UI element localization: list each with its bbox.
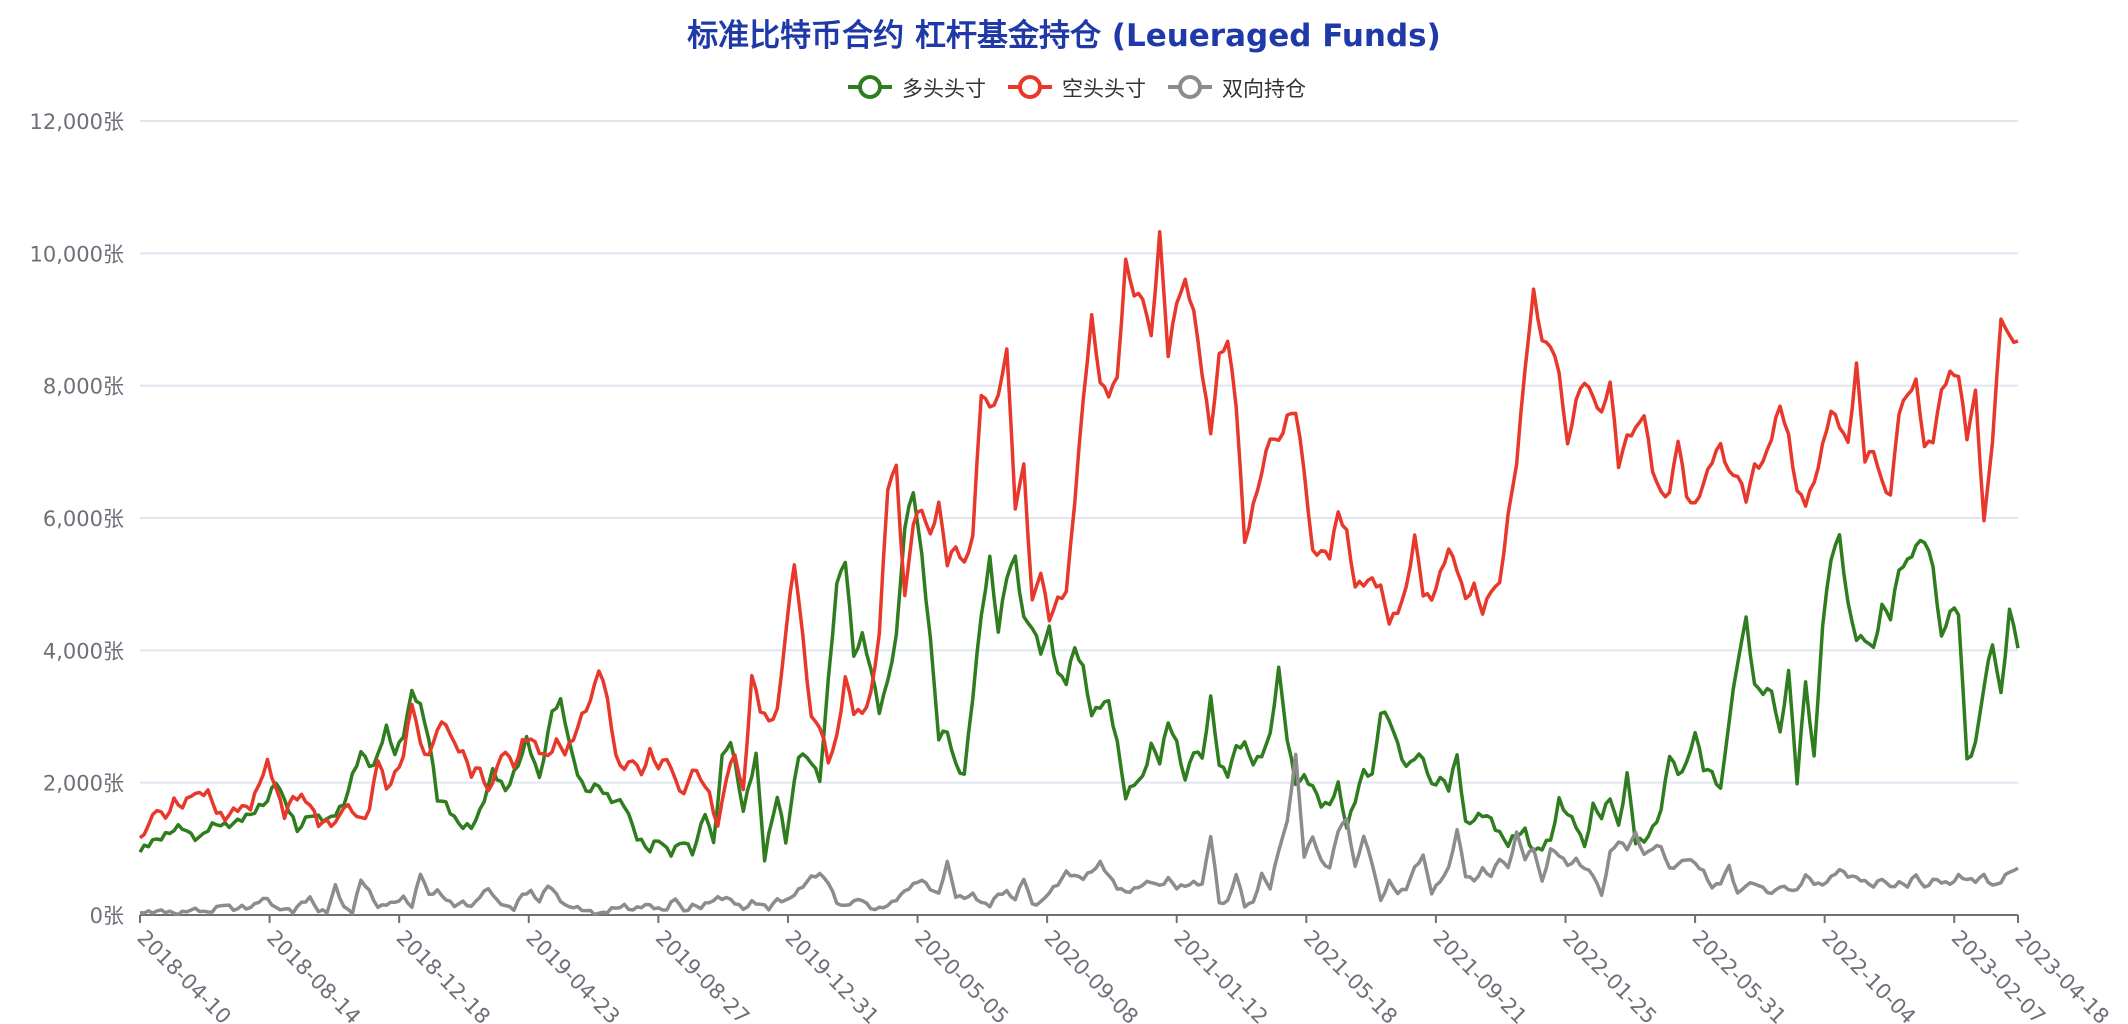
x-tick-label: 2018-12-18 (392, 926, 495, 1024)
x-tick-label: 2018-04-10 (132, 926, 235, 1024)
y-tick-label: 4,000张 (43, 639, 124, 663)
x-tick-label: 2020-05-05 (910, 926, 1013, 1024)
series-layer (138, 230, 2020, 917)
x-axis: 2018-04-10 2018-08-14 2018-12-18 2019-04-23… (132, 914, 2114, 1024)
x-tick-label: 2021-01-12 (1169, 926, 1272, 1024)
legend-item-long[interactable]: 多头头寸 (848, 75, 986, 101)
x-tick-label: 2019-08-27 (651, 926, 754, 1024)
x-tick-label: 2022-01-25 (1558, 926, 1661, 1024)
legend-label-long: 多头头寸 (902, 77, 986, 101)
legend-item-spread[interactable]: 双向持仓 (1168, 75, 1306, 101)
x-tick-label: 2022-05-31 (1688, 926, 1791, 1024)
x-tick-label: 2021-09-21 (1428, 926, 1531, 1024)
y-tick-label: 8,000张 (43, 375, 124, 399)
y-axis: 0张 2,000张 4,000张 6,000张 8,000张 10,000张 12,000张 (30, 110, 124, 928)
legend-marker-spread (1178, 75, 1202, 99)
x-tick-label: 2022-10-04 (1817, 926, 1920, 1024)
series-line-1[interactable] (138, 230, 2019, 840)
legend-item-short[interactable]: 空头头寸 (1008, 75, 1146, 101)
legend-label-short: 空头头寸 (1062, 77, 1146, 101)
series-line-2[interactable] (139, 752, 2019, 917)
x-tick-label: 2018-08-14 (262, 926, 365, 1024)
series-line-0[interactable] (138, 491, 2020, 863)
chart-title: 标准比特币合约 杠杆基金持仓 (Leueraged Funds) (687, 18, 1441, 54)
x-tick-label: 2020-09-08 (1040, 926, 1143, 1024)
x-tick-label: 2019-12-31 (780, 926, 883, 1024)
y-tick-label: 10,000张 (30, 242, 124, 266)
legend-label-spread: 双向持仓 (1222, 77, 1306, 101)
legend[interactable]: 多头头寸 空头头寸 双向持仓 (848, 75, 1306, 101)
x-tick-label: 2021-05-18 (1299, 926, 1402, 1024)
y-tick-label: 6,000张 (43, 507, 124, 531)
x-tick-label: 2019-04-23 (521, 926, 624, 1024)
y-tick-label: 2,000张 (43, 772, 124, 796)
grid-lines (140, 120, 2018, 916)
y-tick-label: 12,000张 (30, 110, 124, 134)
y-tick-label: 0张 (90, 904, 124, 928)
legend-marker-short (1018, 75, 1042, 99)
legend-marker-long (858, 75, 882, 99)
